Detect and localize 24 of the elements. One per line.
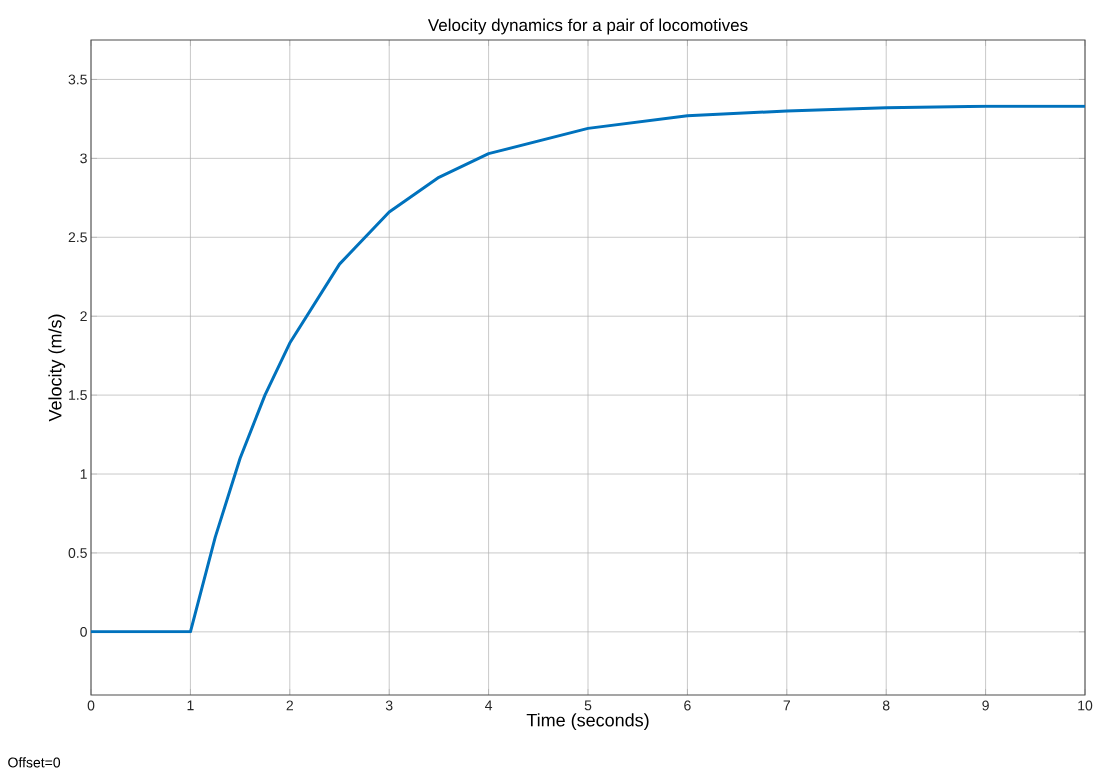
x-tick-label: 5 xyxy=(584,700,592,711)
x-tick-label: 3 xyxy=(385,700,393,711)
text: Offset=0 xyxy=(8,757,61,768)
x-tick-label: 4 xyxy=(485,700,493,711)
x-tick-label: 8 xyxy=(882,700,890,711)
y-tick-label: 1.5 xyxy=(69,390,87,400)
x-axis-title: Time (seconds) xyxy=(526,713,649,731)
y-tick-label: 2.5 xyxy=(68,232,87,243)
y-tick-label: 3 xyxy=(80,153,87,164)
line-series xyxy=(91,104,1085,634)
x-tick-label: 2 xyxy=(286,700,293,711)
x-tick-label: 1 xyxy=(187,700,194,711)
chart-title: Velocity dynamics for a pair of locomotives xyxy=(427,18,748,35)
y-axis-title: Velocity (m/s) xyxy=(48,314,66,422)
y-tick-label: 2 xyxy=(80,311,87,322)
x-tick-label: 6 xyxy=(684,700,691,711)
y-tick-label: 0.5 xyxy=(68,547,87,558)
x-tick-label: 9 xyxy=(982,700,989,711)
x-tick-label: 7 xyxy=(783,700,790,711)
x-tick-label: 0 xyxy=(87,700,95,711)
y-tick-label: 0 xyxy=(80,626,87,637)
y-tick-label: 1 xyxy=(80,469,87,479)
x-tick-label: 10 xyxy=(1078,700,1093,711)
y-tick-label: 3.5 xyxy=(68,74,87,85)
